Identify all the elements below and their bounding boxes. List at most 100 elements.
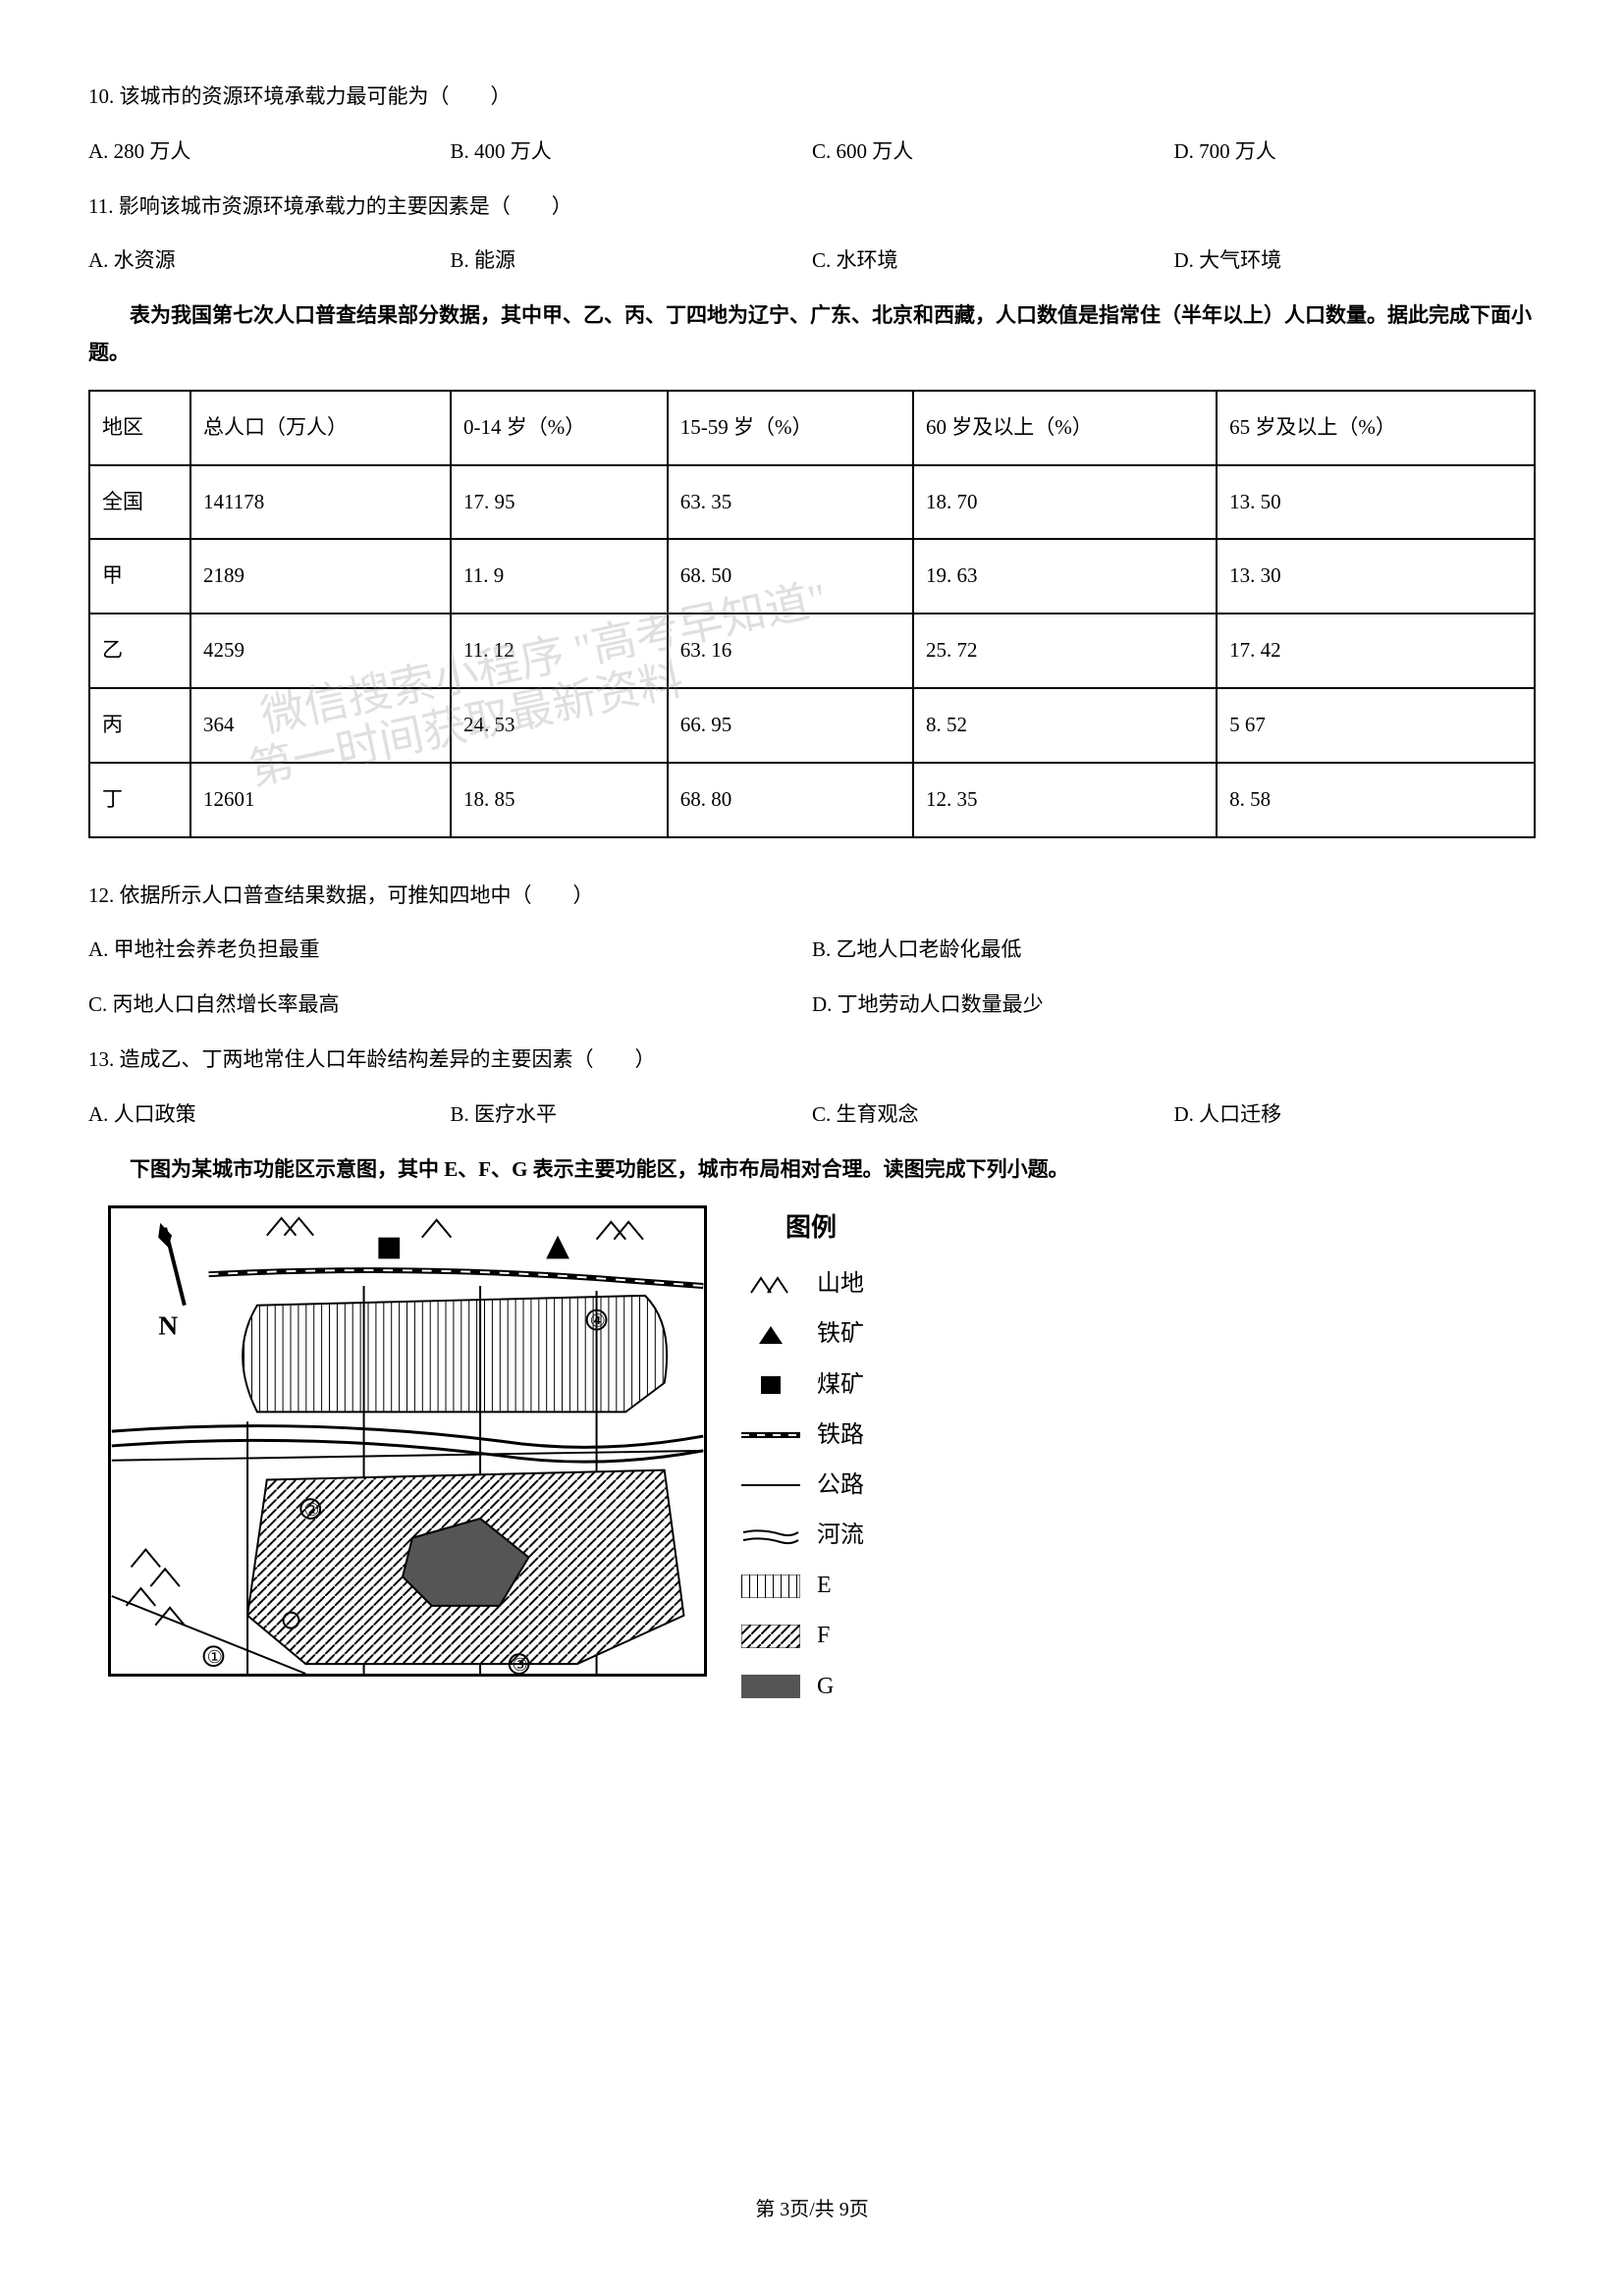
table-row: 丙 364 24. 53 66. 95 8. 52 5 67 [89,688,1535,763]
option-13c: C. 生育观念 [812,1096,1174,1134]
question-12-options-2: C. 丙地人口自然增长率最高 D. 丁地劳动人口数量最少 [88,987,1536,1024]
option-11a: A. 水资源 [88,242,451,280]
zone-f-icon [736,1625,805,1648]
table-cell: 364 [190,688,451,763]
table-header-cell: 总人口（万人） [190,391,451,465]
table-cell: 8. 58 [1217,763,1535,837]
option-13b: B. 医疗水平 [451,1096,813,1134]
legend-label: G [817,1666,834,1708]
table-cell: 丙 [89,688,190,763]
question-11-options: A. 水资源 B. 能源 C. 水环境 D. 大气环境 [88,242,1536,280]
table-cell: 13. 50 [1217,465,1535,540]
option-12d: D. 丁地劳动人口数量最少 [812,987,1536,1024]
zone-g-icon [736,1675,805,1698]
option-13d: D. 人口迁移 [1174,1096,1537,1134]
option-11d: D. 大气环境 [1174,242,1537,280]
railroad-icon [736,1429,805,1441]
legend: 图例 山地 铁矿 煤矿 [736,1205,864,1715]
table-cell: 13. 30 [1217,539,1535,614]
marker-1: ① [207,1647,223,1667]
legend-label: 公路 [817,1465,864,1507]
legend-item: E [736,1565,864,1607]
page-footer: 第 3页/共 9页 [0,2192,1624,2227]
legend-item: 煤矿 [736,1364,864,1407]
table-cell: 18. 85 [451,763,668,837]
legend-label: 山地 [817,1263,864,1306]
city-map-diagram: N [108,1205,707,1677]
table-cell: 25. 72 [913,614,1217,688]
legend-item: 河流 [736,1515,864,1557]
table-cell: 11. 12 [451,614,668,688]
table-row: 乙 4259 11. 12 63. 16 25. 72 17. 42 [89,614,1535,688]
question-10-options: A. 280 万人 B. 400 万人 C. 600 万人 D. 700 万人 [88,133,1536,171]
coal-mine-icon [378,1238,400,1259]
zone-e-icon [736,1575,805,1598]
table-cell: 24. 53 [451,688,668,763]
question-13-options: A. 人口政策 B. 医疗水平 C. 生育观念 D. 人口迁移 [88,1096,1536,1134]
legend-item: F [736,1615,864,1657]
river-icon [736,1526,805,1546]
table-cell: 丁 [89,763,190,837]
table-cell: 乙 [89,614,190,688]
legend-item: 铁路 [736,1415,864,1457]
table-row: 丁 12601 18. 85 68. 80 12. 35 8. 58 [89,763,1535,837]
legend-item: 山地 [736,1263,864,1306]
option-12b: B. 乙地人口老龄化最低 [812,932,1536,969]
table-cell: 2189 [190,539,451,614]
table-cell: 63. 16 [668,614,913,688]
marker-3: ③ [513,1655,528,1675]
legend-label: 河流 [817,1515,864,1557]
table-cell: 5 67 [1217,688,1535,763]
legend-label: 煤矿 [817,1364,864,1407]
table-cell: 18. 70 [913,465,1217,540]
table-cell: 68. 50 [668,539,913,614]
table-cell: 19. 63 [913,539,1217,614]
intro-text-2: 下图为某城市功能区示意图，其中 E、F、G 表示主要功能区，城市布局相对合理。读… [88,1151,1536,1189]
option-11c: C. 水环境 [812,242,1174,280]
table-header-cell: 60 岁及以上（%） [913,391,1217,465]
table-cell: 63. 35 [668,465,913,540]
legend-label: 铁路 [817,1415,864,1457]
table-cell: 4259 [190,614,451,688]
mountain-icon [736,1273,805,1297]
option-13a: A. 人口政策 [88,1096,451,1134]
question-11-text: 11. 影响该城市资源环境承载力的主要因素是（ ） [88,188,1536,226]
table-cell: 8. 52 [913,688,1217,763]
iron-mine-icon [736,1323,805,1347]
marker-2: ② [303,1500,319,1520]
table-header-cell: 15-59 岁（%） [668,391,913,465]
road-icon [736,1481,805,1489]
table-cell: 66. 95 [668,688,913,763]
table-cell: 全国 [89,465,190,540]
legend-item: 公路 [736,1465,864,1507]
marker-4: ④ [590,1311,606,1331]
legend-label: F [817,1615,830,1657]
option-10a: A. 280 万人 [88,133,451,171]
table-cell: 68. 80 [668,763,913,837]
question-12-options-1: A. 甲地社会养老负担最重 B. 乙地人口老龄化最低 [88,932,1536,969]
table-cell: 17. 42 [1217,614,1535,688]
table-header-cell: 65 岁及以上（%） [1217,391,1535,465]
table-cell: 141178 [190,465,451,540]
option-12c: C. 丙地人口自然增长率最高 [88,987,812,1024]
option-10c: C. 600 万人 [812,133,1174,171]
coal-mine-icon [736,1373,805,1397]
question-12-text: 12. 依据所示人口普查结果数据，可推知四地中（ ） [88,878,1536,915]
north-label: N [158,1310,178,1341]
intro-text-1: 表为我国第七次人口普查结果部分数据，其中甲、乙、丙、丁四地为辽宁、广东、北京和西… [88,297,1536,372]
option-11b: B. 能源 [451,242,813,280]
legend-label: 铁矿 [817,1313,864,1356]
table-cell: 17. 95 [451,465,668,540]
table-header-cell: 0-14 岁（%） [451,391,668,465]
table-cell: 12. 35 [913,763,1217,837]
legend-title: 图例 [736,1205,864,1252]
table-header-cell: 地区 [89,391,190,465]
table-cell: 甲 [89,539,190,614]
table-cell: 12601 [190,763,451,837]
table-row: 甲 2189 11. 9 68. 50 19. 63 13. 30 [89,539,1535,614]
table-header-row: 地区 总人口（万人） 0-14 岁（%） 15-59 岁（%） 60 岁及以上（… [89,391,1535,465]
table-row: 全国 141178 17. 95 63. 35 18. 70 13. 50 [89,465,1535,540]
population-table: 地区 总人口（万人） 0-14 岁（%） 15-59 岁（%） 60 岁及以上（… [88,390,1536,838]
table-cell: 11. 9 [451,539,668,614]
legend-label: E [817,1565,832,1607]
